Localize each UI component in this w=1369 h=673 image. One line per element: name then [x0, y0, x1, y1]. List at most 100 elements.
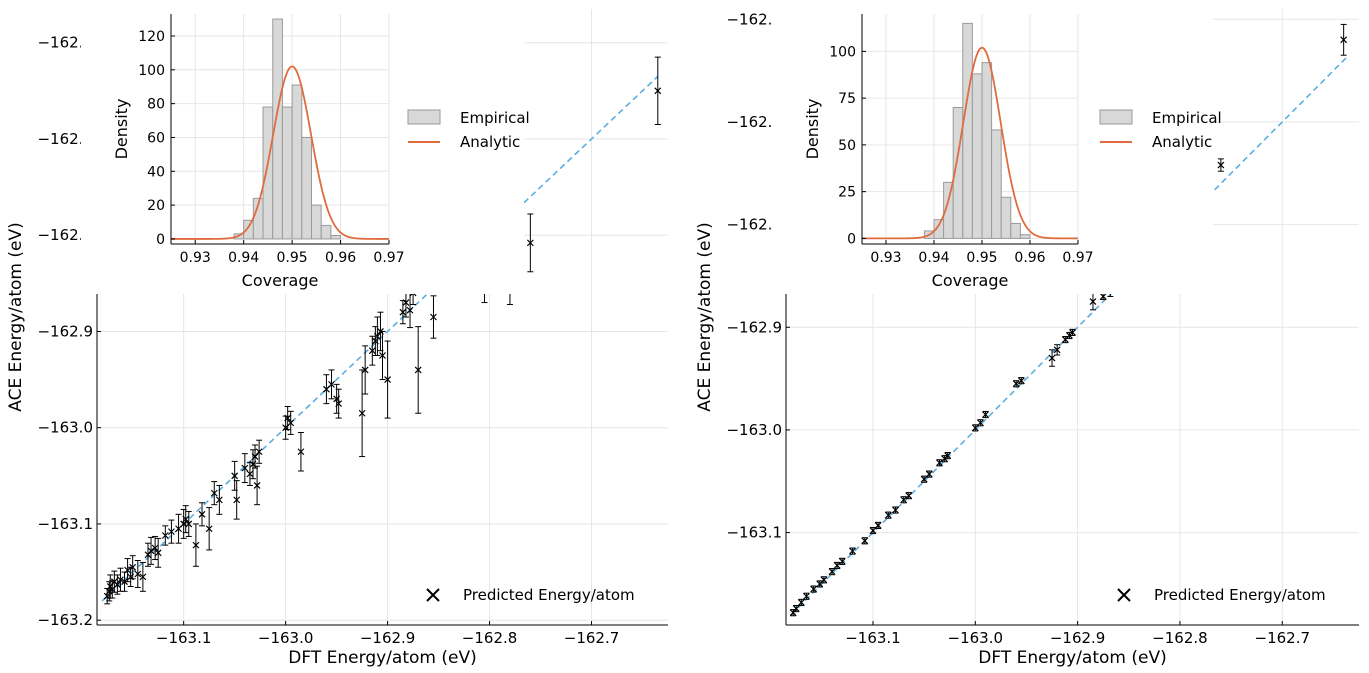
x-marker — [182, 515, 190, 523]
data-point — [838, 557, 846, 565]
data-point — [414, 326, 422, 414]
x-tick-label: −162.8 — [1152, 629, 1208, 647]
x-tick-label: −163.0 — [258, 629, 314, 647]
x-marker — [113, 581, 121, 588]
legend-swatch-empirical — [1099, 109, 1133, 125]
inset-y-tick-label: 60 — [147, 130, 165, 146]
x-marker — [121, 578, 128, 586]
data-point — [233, 480, 241, 520]
data-point — [139, 561, 147, 592]
inset-x-tick-label: 0.94 — [228, 250, 259, 266]
data-point — [905, 492, 913, 500]
data-point — [820, 576, 828, 584]
inset-y-tick-label: 80 — [147, 97, 165, 113]
histogram-bar — [243, 219, 254, 240]
data-point — [944, 452, 952, 460]
right-panel: −163.1 −163.0 −162.9 −162.8 −162.7 −163.1 −163… — [695, 0, 1359, 668]
x-marker — [117, 576, 124, 584]
data-point — [297, 432, 305, 472]
x-marker — [936, 459, 943, 467]
x-marker — [287, 419, 295, 427]
x-marker — [233, 496, 241, 504]
data-point — [368, 335, 376, 366]
x-marker — [976, 419, 984, 427]
x-marker — [792, 605, 800, 612]
x-marker — [129, 563, 137, 571]
legend-swatch-empirical — [407, 109, 441, 125]
histogram-bar — [1010, 222, 1021, 239]
x-marker — [849, 547, 856, 555]
histogram-bar — [981, 62, 993, 239]
data-point — [168, 519, 175, 544]
x-marker — [905, 492, 913, 500]
x-tick-label: −163.0 — [948, 629, 1004, 647]
x-tick-label: −162.9 — [360, 629, 416, 647]
data-point — [121, 571, 128, 592]
inset-y-tick-label: 75 — [838, 91, 856, 107]
data-point — [792, 604, 800, 613]
inset-histogram: 0.93 0.94 0.95 0.96 0.97 0 25 50 75 100 Coverage De… — [772, 0, 1222, 294]
x-marker — [284, 414, 292, 422]
y-tick-label: −163.1 — [726, 524, 782, 542]
x-marker — [361, 366, 369, 374]
data-point — [406, 292, 414, 329]
y-tick-label: −163.0 — [726, 421, 782, 439]
data-point — [1053, 344, 1061, 356]
x-marker — [971, 424, 979, 432]
data-point — [1089, 292, 1097, 311]
inset-x-tick-label: 0.93 — [180, 250, 211, 266]
x-tick-label: −163.1 — [156, 629, 212, 647]
x-marker — [124, 566, 132, 574]
inset-x-tick-label: 0.97 — [373, 250, 404, 266]
inset-y-tick-label: 50 — [838, 138, 856, 154]
data-point — [789, 609, 797, 617]
x-marker — [982, 411, 989, 418]
legend-marker — [426, 588, 440, 602]
legend-label: Predicted Energy/atom — [463, 586, 635, 604]
y-tick-label: −162.8 — [37, 226, 93, 244]
x-marker — [803, 592, 810, 600]
x-marker — [168, 528, 175, 536]
x-marker — [253, 482, 261, 489]
x-marker — [384, 376, 392, 383]
data-point — [328, 369, 335, 400]
x-tick-label: −162.7 — [564, 629, 620, 647]
x-marker — [1069, 328, 1076, 336]
inset-y-tick-label: 40 — [147, 164, 165, 180]
inset-y-tick-label: 100 — [138, 63, 165, 79]
x-marker — [430, 313, 437, 321]
inset-y-tick-label: 0 — [847, 231, 856, 247]
x-marker — [246, 470, 254, 478]
x-marker — [185, 520, 193, 528]
histogram-bar — [310, 204, 322, 240]
x-marker — [838, 557, 846, 565]
inset-histogram: 0.93 0.94 0.95 0.96 0.97 0 20 40 60 80 100 120 Cover… — [81, 0, 530, 294]
histogram-bar — [962, 22, 973, 239]
data-point — [399, 300, 407, 325]
data-point — [430, 295, 437, 339]
data-point — [151, 535, 159, 561]
data-point — [900, 496, 908, 504]
legend-label-analytic: Analytic — [1152, 133, 1212, 151]
data-point — [335, 388, 343, 419]
data-point — [161, 525, 169, 546]
x-marker — [297, 448, 305, 456]
y-tick-label: −162.6 — [37, 34, 93, 52]
x-marker — [1099, 293, 1107, 300]
x-marker — [1053, 346, 1061, 354]
x-marker — [335, 400, 343, 408]
y-tick-label: −163.0 — [37, 419, 93, 437]
x-marker — [198, 510, 206, 518]
data-point — [861, 537, 869, 545]
data-point — [147, 536, 155, 565]
data-point — [982, 410, 989, 419]
legend-label-empirical: Empirical — [1152, 109, 1222, 127]
inset-y-tick-label: 25 — [838, 185, 856, 201]
data-point — [255, 439, 263, 464]
data-point — [526, 213, 534, 273]
data-point — [892, 506, 899, 514]
data-point — [920, 475, 928, 483]
x-marker — [900, 496, 908, 504]
data-point — [358, 369, 366, 458]
